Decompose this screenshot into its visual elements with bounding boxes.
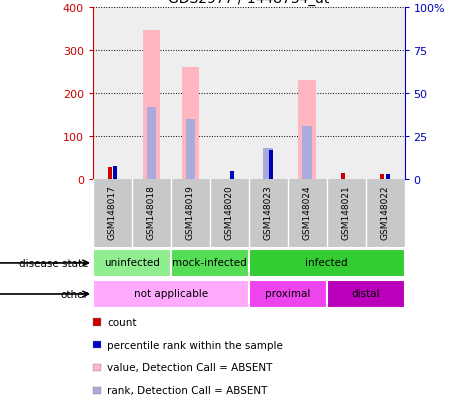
Bar — [230, 172, 234, 180]
Text: distal: distal — [351, 289, 380, 299]
Bar — [249, 280, 326, 308]
Bar — [143, 31, 160, 180]
Bar — [93, 280, 249, 308]
Bar — [249, 249, 405, 277]
Bar — [182, 67, 199, 180]
Title: GDS2977 / 1448734_at: GDS2977 / 1448734_at — [168, 0, 330, 6]
Bar — [269, 150, 273, 180]
Text: not applicable: not applicable — [134, 289, 208, 299]
Bar — [302, 126, 312, 180]
Text: GSM148022: GSM148022 — [380, 185, 390, 240]
Bar — [264, 149, 273, 180]
Text: value, Detection Call = ABSENT: value, Detection Call = ABSENT — [107, 363, 272, 373]
Text: disease state: disease state — [19, 258, 88, 268]
Text: GSM148024: GSM148024 — [303, 185, 312, 240]
Text: GSM148023: GSM148023 — [264, 185, 273, 240]
Bar — [386, 175, 390, 180]
Text: proximal: proximal — [265, 289, 311, 299]
Bar — [326, 280, 405, 308]
Bar — [93, 249, 171, 277]
Text: uninfected: uninfected — [104, 258, 160, 268]
Text: mock-infected: mock-infected — [173, 258, 247, 268]
Text: GSM148019: GSM148019 — [186, 185, 195, 240]
Text: GSM148020: GSM148020 — [225, 185, 234, 240]
Text: other: other — [60, 289, 88, 299]
Text: infected: infected — [306, 258, 348, 268]
Bar — [146, 108, 156, 180]
Text: GSM148017: GSM148017 — [108, 185, 117, 240]
Text: GSM148018: GSM148018 — [147, 185, 156, 240]
Bar — [113, 167, 117, 180]
Bar — [380, 174, 384, 180]
Text: rank, Detection Call = ABSENT: rank, Detection Call = ABSENT — [107, 385, 267, 395]
Text: GSM148021: GSM148021 — [342, 185, 351, 240]
Bar — [108, 168, 112, 180]
Bar — [299, 81, 316, 180]
Bar — [341, 173, 345, 180]
Text: percentile rank within the sample: percentile rank within the sample — [107, 340, 283, 350]
Text: count: count — [107, 317, 136, 327]
Bar — [186, 120, 195, 180]
Bar — [171, 249, 249, 277]
